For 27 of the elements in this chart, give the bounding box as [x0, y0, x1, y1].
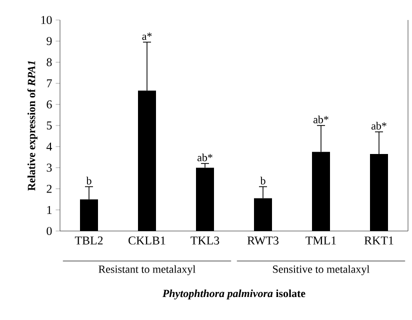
y-tick-label: 1 [47, 206, 52, 214]
x-tick-label: RKT1 [364, 236, 394, 244]
y-tick-label: 8 [46, 58, 52, 66]
annotation: b [86, 176, 92, 184]
y-tick-label: 3 [46, 164, 52, 172]
x-tick-label: RWT3 [247, 236, 278, 245]
y-tick-label: 5 [46, 122, 52, 130]
annotation: b [260, 176, 266, 184]
y-tick-label: 4 [46, 142, 52, 151]
x-tick-label: TML1 [306, 236, 336, 244]
text: Sensitive to metalaxyl [273, 265, 370, 276]
y-tick-label: 9 [46, 37, 52, 46]
x-tick-label: CKLB1 [128, 236, 166, 245]
y-tick-label: 0 [46, 226, 52, 236]
y-tick-label: 2 [46, 184, 52, 193]
annotation: ab* [371, 122, 386, 130]
y-axis-title: Relative expression of RPA1 [27, 61, 38, 191]
y-tick-label: 7 [47, 79, 52, 88]
x-tick-label: TBL2 [74, 236, 103, 244]
annotation: ab* [313, 116, 328, 124]
annotation: a* [142, 32, 152, 40]
x-tick-label: TKL3 [190, 236, 220, 245]
x-axis-title: Phytophthora palmivora isolate [162, 289, 306, 300]
y-tick-label: 6 [46, 100, 52, 108]
y-tick-label: 10 [41, 16, 52, 24]
annotation: ab* [197, 154, 212, 162]
text: Resistant to metalaxyl [98, 265, 196, 276]
